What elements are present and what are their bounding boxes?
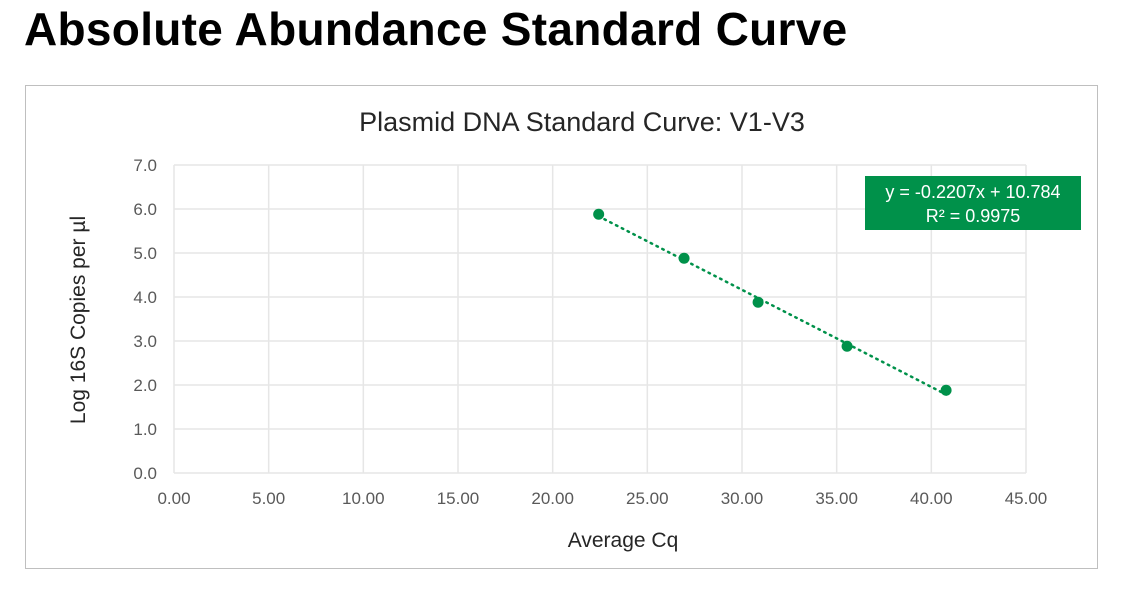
x-tick-label: 5.00 [252, 489, 285, 508]
trendline [597, 215, 948, 396]
y-tick-label: 0.0 [133, 464, 157, 483]
y-tick-label: 6.0 [133, 200, 157, 219]
x-tick-label: 40.00 [910, 489, 953, 508]
x-tick-label: 0.00 [157, 489, 190, 508]
chart-frame [25, 85, 1098, 569]
y-axis-label: Log 16S Copies per µl [67, 216, 90, 424]
x-tick-label: 10.00 [342, 489, 385, 508]
data-point [678, 252, 690, 264]
y-tick-label: 3.0 [133, 332, 157, 351]
x-tick-label: 35.00 [815, 489, 858, 508]
y-tick-label: 5.0 [133, 244, 157, 263]
data-point [940, 384, 952, 396]
y-tick-label: 1.0 [133, 420, 157, 439]
x-tick-label: 20.00 [531, 489, 574, 508]
page-title: Absolute Abundance Standard Curve [24, 3, 848, 55]
x-axis-label: Average Cq [568, 529, 679, 552]
x-tick-label: 15.00 [437, 489, 480, 508]
x-tick-label: 45.00 [1005, 489, 1048, 508]
equation-label-box [865, 176, 1081, 230]
y-tick-label: 2.0 [133, 376, 157, 395]
chart-title: Plasmid DNA Standard Curve: V1-V3 [359, 107, 805, 137]
data-point [841, 340, 853, 352]
data-point [593, 208, 605, 220]
y-tick-label: 7.0 [133, 156, 157, 175]
r-squared-label: R² = 0.9975 [926, 206, 1021, 226]
y-tick-label: 4.0 [133, 288, 157, 307]
data-point [752, 296, 764, 308]
equation-label: y = -0.2207x + 10.784 [885, 182, 1060, 202]
x-tick-label: 25.00 [626, 489, 669, 508]
x-tick-label: 30.00 [721, 489, 764, 508]
